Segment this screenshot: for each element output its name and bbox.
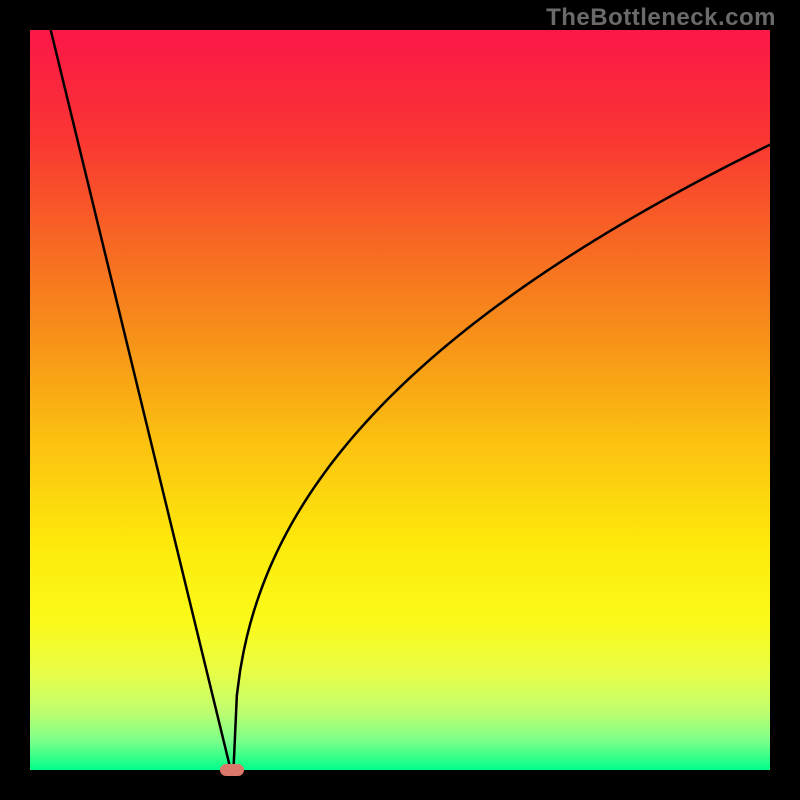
notch-marker (220, 764, 244, 776)
curve-layer (0, 0, 800, 800)
bottleneck-curve (51, 30, 770, 769)
watermark-text: TheBottleneck.com (546, 4, 776, 32)
chart-container: TheBottleneck.com (0, 0, 800, 800)
